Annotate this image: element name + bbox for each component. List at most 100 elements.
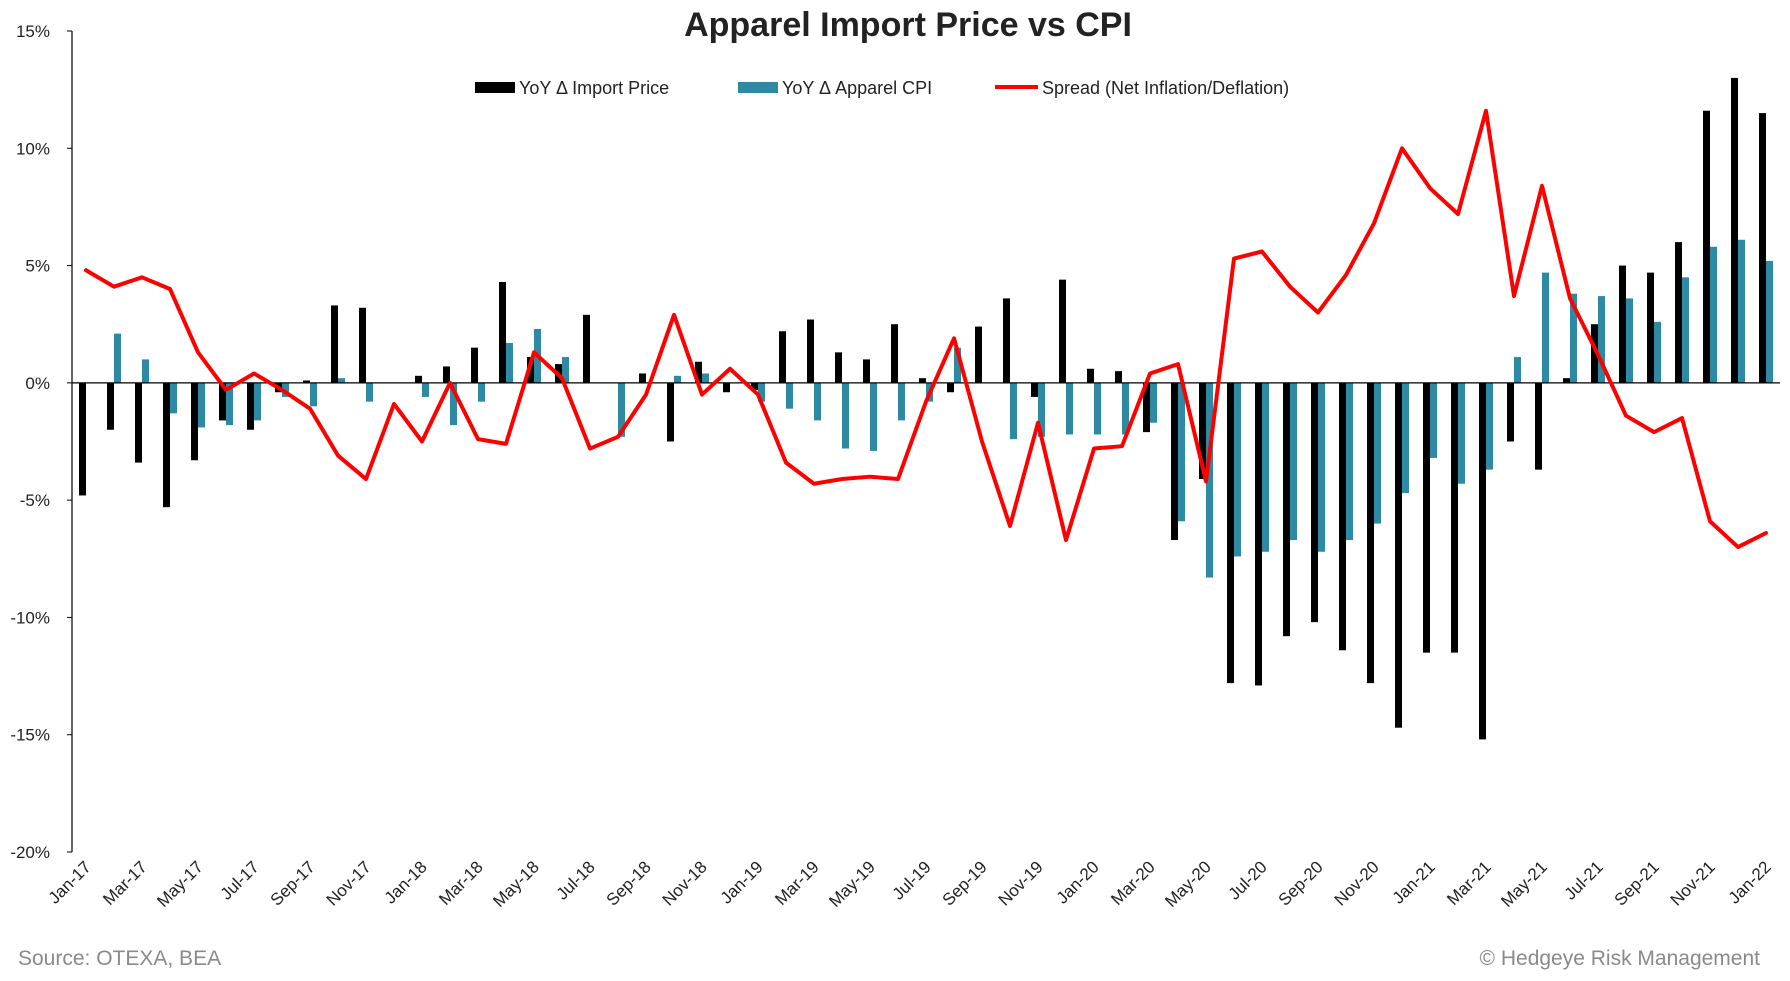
apparel-cpi-bar-dec-20: [1402, 382, 1409, 494]
legend-swatch-import-price: [475, 82, 515, 93]
import-price-bars: [79, 77, 1766, 740]
apparel-cpi-bar-jan-22: [1766, 260, 1773, 383]
import-price-bar-mar-19: [807, 319, 814, 383]
x-tick-label: Jan-18: [381, 857, 431, 907]
apparel-cpi-bar-nov-21: [1710, 246, 1717, 383]
import-price-bar-nov-21: [1703, 110, 1710, 383]
import-price-bar-may-19: [863, 359, 870, 383]
import-price-bar-mar-20: [1143, 382, 1150, 433]
import-price-bar-jul-17: [247, 382, 254, 430]
import-price-bar-oct-19: [1003, 298, 1010, 383]
x-tick-label: Jul-21: [1561, 857, 1607, 903]
import-price-bar-jan-22: [1759, 113, 1766, 383]
legend: YoY Δ Import Price YoY Δ Apparel CPI Spr…: [475, 78, 1289, 98]
apparel-cpi-bar-mar-21: [1486, 382, 1493, 470]
x-tick-label: May-18: [489, 857, 543, 911]
legend-swatch-apparel-cpi: [738, 82, 778, 93]
import-price-bar-jan-21: [1423, 382, 1430, 653]
x-tick-label: Jan-22: [1725, 857, 1775, 907]
import-price-bar-oct-21: [1675, 242, 1682, 383]
y-tick-label: -10%: [10, 608, 50, 627]
apparel-cpi-bar-oct-21: [1682, 277, 1689, 383]
x-tick-label: Jul-17: [217, 857, 263, 903]
apparel-cpi-bar-jun-21: [1570, 293, 1577, 383]
import-price-bar-apr-21: [1507, 382, 1514, 442]
apparel-cpi-bar-sep-21: [1654, 321, 1661, 383]
import-price-bar-jul-19: [919, 378, 926, 383]
y-tick-label: -15%: [10, 726, 50, 745]
x-tick-label: Jan-20: [1053, 857, 1103, 907]
apparel-cpi-bar-sep-20: [1318, 382, 1325, 552]
apparel-cpi-bar-oct-19: [1010, 382, 1017, 440]
apparel-cpi-bar-dec-19: [1066, 382, 1073, 435]
x-tick-label: Mar-17: [99, 857, 151, 909]
apparel-cpi-bar-oct-20: [1346, 382, 1353, 541]
import-price-bar-may-17: [191, 382, 198, 461]
import-price-bar-sep-18: [639, 373, 646, 383]
import-price-bar-jan-17: [79, 382, 86, 496]
x-tick-label: Nov-21: [1667, 857, 1719, 909]
import-price-bar-nov-17: [359, 307, 366, 383]
import-price-bar-jul-20: [1255, 382, 1262, 686]
apparel-cpi-bar-jul-17: [254, 382, 261, 421]
x-tick-label: Nov-17: [323, 857, 375, 909]
apparel-cpi-bar-oct-17: [338, 378, 345, 383]
apparel-cpi-bar-jun-19: [898, 382, 905, 421]
apparel-cpi-bar-may-20: [1206, 382, 1213, 578]
y-tick-label: 15%: [16, 22, 50, 41]
x-tick-label: Mar-18: [435, 857, 487, 909]
source-note: Source: OTEXA, BEA: [18, 947, 222, 970]
x-tick-label: May-19: [825, 857, 879, 911]
import-price-bar-oct-18: [667, 382, 674, 442]
apparel-cpi-bar-aug-19: [954, 347, 961, 383]
apparel-cpi-bar-jan-21: [1430, 382, 1437, 458]
x-tick-label: Nov-19: [995, 857, 1047, 909]
apparel-cpi-bar-jan-19: [758, 382, 765, 402]
legend-label-import-price: YoY Δ Import Price: [519, 78, 669, 98]
import-price-bar-jun-17: [219, 382, 226, 421]
apparel-cpi-bar-jun-17: [226, 382, 233, 426]
import-price-bar-mar-18: [471, 347, 478, 383]
y-tick-label: -5%: [20, 491, 50, 510]
apparel-cpi-bar-jan-18: [422, 382, 429, 397]
apparel-cpi-bar-jun-18: [562, 357, 569, 383]
import-price-bar-nov-19: [1031, 382, 1038, 397]
axes: [71, 31, 1780, 852]
import-price-bar-aug-20: [1283, 382, 1290, 637]
import-price-bar-jan-19: [751, 382, 758, 390]
apparel-cpi-bar-apr-20: [1178, 382, 1185, 522]
import-price-bar-jan-20: [1087, 368, 1094, 383]
x-tick-label: Jul-18: [553, 857, 599, 903]
import-price-bar-oct-20: [1339, 382, 1346, 651]
import-price-bar-oct-17: [331, 305, 338, 383]
apparel-cpi-bar-aug-18: [618, 382, 625, 437]
import-price-bar-mar-21: [1479, 382, 1486, 740]
y-tick-label: -20%: [10, 843, 50, 862]
import-price-bar-sep-20: [1311, 382, 1318, 623]
import-price-bar-jun-20: [1227, 382, 1234, 684]
apparel-cpi-bar-jun-20: [1234, 382, 1241, 557]
apparel-cpi-bar-feb-20: [1122, 382, 1129, 435]
x-axis-ticks: Jan-17 Mar-17 May-17 Jul-17 Sep-17 Nov-17 Jan-…: [45, 857, 1775, 911]
apparel-cpi-bar-mar-19: [814, 382, 821, 421]
import-price-bar-apr-18: [499, 281, 506, 383]
x-tick-label: Nov-18: [659, 857, 711, 909]
x-tick-label: Mar-20: [1107, 857, 1159, 909]
apparel-cpi-bar-jul-21: [1598, 296, 1605, 383]
apparel-cpi-bar-jul-20: [1262, 382, 1269, 552]
import-price-bar-apr-17: [163, 382, 170, 508]
apparel-cpi-bar-nov-18: [702, 373, 709, 383]
x-tick-label: Jul-20: [1225, 857, 1271, 903]
legend-label-apparel-cpi: YoY Δ Apparel CPI: [782, 78, 932, 98]
import-price-bar-feb-20: [1115, 371, 1122, 383]
import-price-bar-jun-19: [891, 324, 898, 383]
x-tick-label: Sep-18: [603, 857, 655, 909]
import-price-bar-jul-18: [583, 314, 590, 383]
apparel-cpi-bar-feb-18: [450, 382, 457, 426]
apparel-cpi-bar-apr-19: [842, 382, 849, 449]
import-price-bar-nov-18: [695, 361, 702, 383]
import-price-bar-feb-21: [1451, 382, 1458, 653]
y-tick-label: 10%: [16, 139, 50, 158]
import-price-bar-jan-18: [415, 375, 422, 383]
